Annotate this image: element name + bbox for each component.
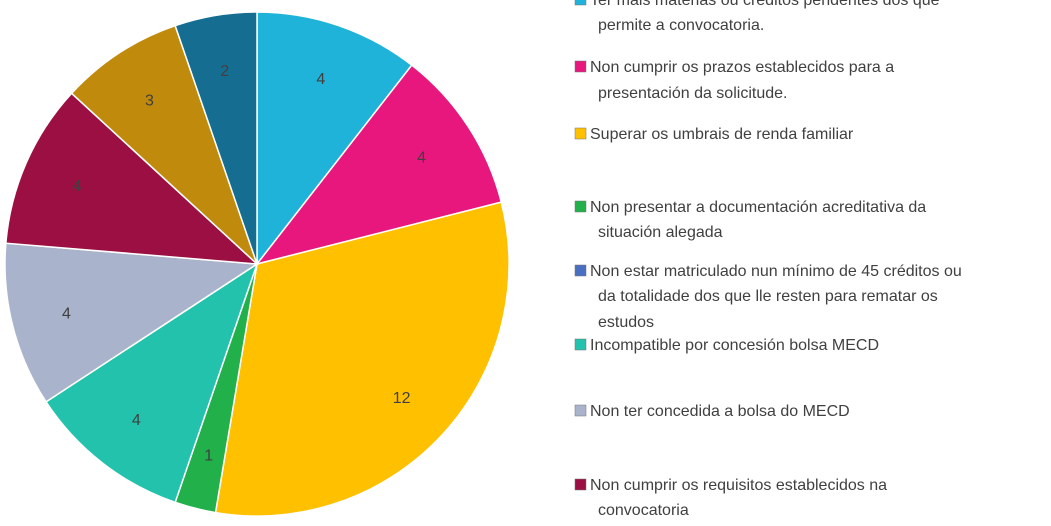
legend-line: estudos — [598, 314, 654, 331]
pie-slice — [44, 262, 259, 504]
pie-slice — [256, 11, 413, 267]
legend-swatch — [574, 264, 587, 277]
legend-line: convocatoria — [598, 502, 689, 519]
legend-swatch — [574, 200, 587, 213]
legend-swatch — [574, 60, 587, 73]
pie-slice — [70, 24, 258, 265]
slice-label: 1 — [204, 448, 213, 465]
legend: Ter máis materias ou créditos pendentes … — [574, 0, 962, 519]
legend-label: Non ter concedida a bolsa do MECD — [590, 403, 850, 420]
legend-line: da totalidade dos que lle resten para re… — [598, 288, 938, 305]
legend-swatch — [574, 0, 587, 6]
pie-slice — [4, 242, 260, 403]
legend-label: Ter máis materias ou créditos pendentes … — [590, 0, 940, 34]
slice-label: 4 — [62, 305, 71, 322]
legend-swatch — [574, 127, 587, 140]
pie-slice — [214, 201, 510, 517]
slice-label: 4 — [73, 178, 82, 195]
legend-swatch — [574, 478, 587, 491]
legend-line: permite a convocatoria. — [598, 17, 764, 34]
slice-label: 4 — [316, 71, 325, 88]
legend-line: Non estar matriculado nun mínimo de 45 c… — [590, 263, 962, 280]
legend-label: Non cumprir os requisitos establecidos n… — [590, 477, 887, 519]
legend-swatch — [574, 338, 587, 351]
pie-slice — [255, 64, 503, 266]
pie: 4 4 12 1 4 4 4 3 2 — [4, 11, 510, 517]
slice-label: 2 — [220, 63, 229, 80]
legend-line: situación alegada — [598, 224, 723, 241]
legend-line: Non cumprir os requisitos establecidos n… — [590, 477, 887, 494]
slice-label: 3 — [145, 92, 154, 109]
legend-label: Non estar matriculado nun mínimo de 45 c… — [590, 263, 962, 331]
legend-swatch — [574, 404, 587, 417]
legend-line: presentación da solicitude. — [598, 85, 787, 102]
pie-slice — [5, 92, 260, 265]
legend-label: Non cumprir os prazos establecidos para … — [590, 59, 894, 102]
slice-label: 4 — [417, 149, 426, 166]
legend-line: Ter máis materias ou créditos pendentes … — [590, 0, 940, 9]
legend-line: Non presentar a documentación acreditati… — [590, 199, 926, 216]
legend-label: Superar os umbrais de renda familiar — [590, 126, 854, 143]
legend-label: Non presentar a documentación acreditati… — [590, 199, 926, 241]
slice-label: 12 — [393, 390, 411, 407]
pie-slice — [174, 11, 258, 265]
slice-label: 4 — [132, 412, 141, 429]
legend-label: Incompatible por concesión bolsa MECD — [590, 337, 879, 354]
legend-line: Non cumprir os prazos establecidos para … — [590, 59, 894, 76]
